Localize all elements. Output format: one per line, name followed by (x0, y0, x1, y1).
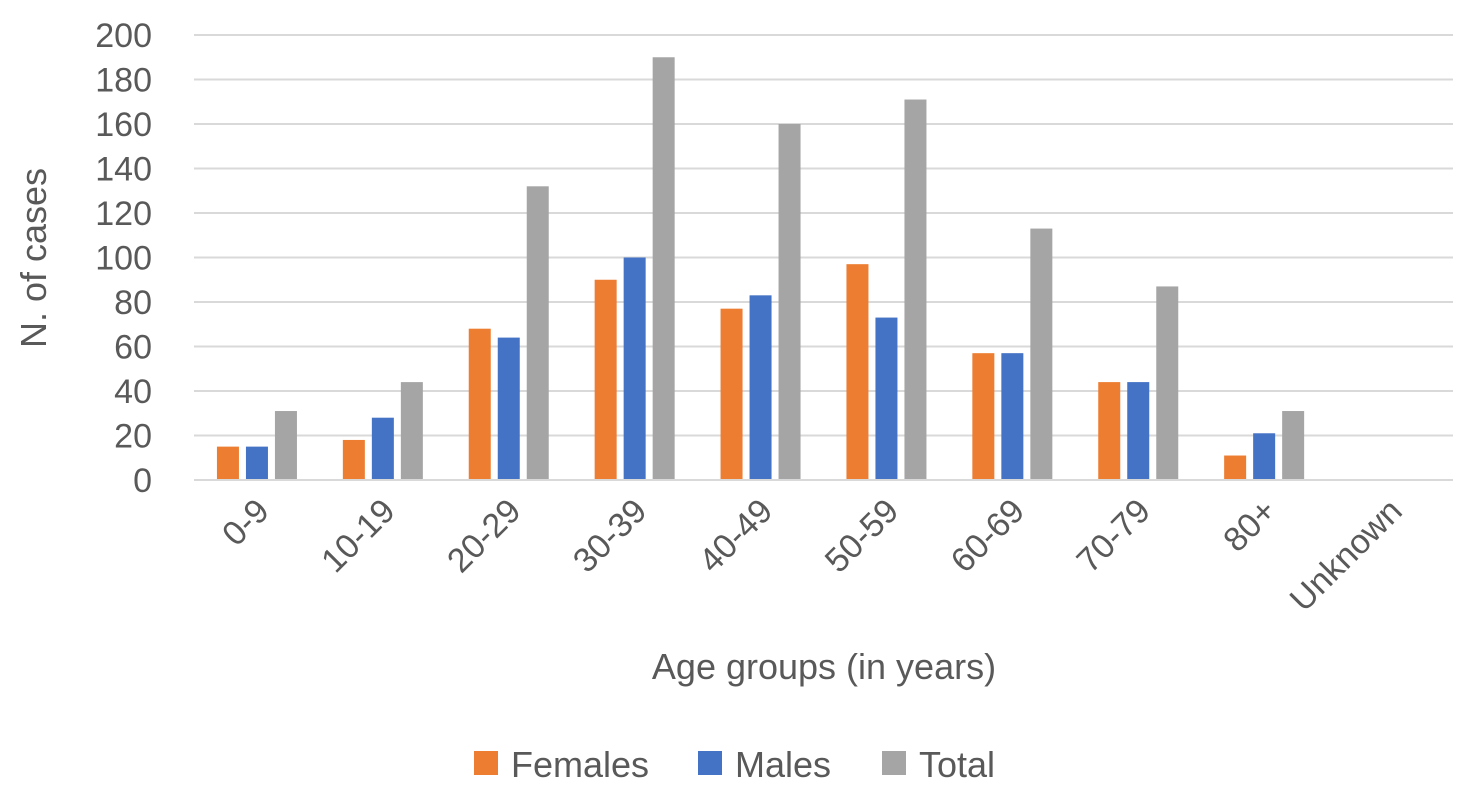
x-tick-label: 50-59 (818, 492, 906, 580)
x-tick-label: 70-79 (1070, 492, 1158, 580)
bar-females (846, 264, 869, 480)
bar-females (720, 308, 743, 480)
bar-males (1253, 433, 1276, 480)
bar-males (623, 257, 646, 480)
y-axis-title: N. of cases (13, 168, 54, 348)
bar-females (468, 328, 491, 480)
bar-females (216, 446, 239, 480)
x-tick-label: 40-49 (692, 492, 780, 580)
legend-label-males: Males (735, 744, 831, 785)
x-tick-label: 80+ (1216, 492, 1284, 560)
legend-swatch-females (474, 751, 498, 775)
legend-swatch-males (698, 751, 722, 775)
bar-males (875, 317, 898, 480)
bar-total (1282, 411, 1305, 480)
x-tick-label: 60-69 (944, 492, 1032, 580)
y-tick-label: 60 (114, 329, 152, 367)
y-axis-ticks: 0 20 40 60 80 100 120 140 160 180 200 (95, 17, 152, 500)
x-tick-label: Unknown (1283, 492, 1410, 619)
bar-males (1001, 353, 1024, 480)
bar-total (904, 99, 927, 481)
y-tick-label: 100 (95, 240, 152, 278)
legend-label-total: Total (919, 744, 995, 785)
bars (194, 57, 1453, 481)
x-tick-label: 20-29 (440, 492, 528, 580)
y-tick-label: 80 (114, 284, 152, 322)
bar-total (778, 124, 801, 480)
y-tick-label: 200 (95, 17, 152, 55)
y-tick-label: 140 (95, 151, 152, 189)
bar-males (749, 295, 772, 480)
bar-total (652, 57, 675, 480)
gridlines (194, 34, 1453, 481)
bar-males (497, 337, 520, 480)
x-tick-label: 0-9 (215, 492, 277, 554)
x-tick-label: 10-19 (314, 492, 402, 580)
bar-females (1224, 455, 1247, 480)
legend: Females Males Total (474, 744, 995, 785)
bar-males (245, 446, 268, 480)
x-axis-title: Age groups (in years) (652, 646, 996, 687)
bar-total (1156, 286, 1179, 480)
x-tick-label: 30-39 (566, 492, 654, 580)
y-tick-label: 160 (95, 106, 152, 144)
y-tick-label: 180 (95, 62, 152, 100)
x-axis-ticks: 0-9 10-19 20-29 30-39 40-49 50-59 60-69 70-79 80… (215, 492, 1410, 619)
bar-total (274, 411, 297, 480)
y-tick-label: 120 (95, 195, 152, 233)
bar-females (594, 279, 617, 480)
bar-females (1098, 382, 1121, 480)
bar-males (1127, 382, 1150, 480)
legend-swatch-total (882, 751, 906, 775)
legend-label-females: Females (511, 744, 649, 785)
y-tick-label: 40 (114, 373, 152, 411)
bar-total (400, 382, 423, 480)
y-tick-label: 20 (114, 418, 152, 456)
bar-males (371, 417, 394, 480)
y-tick-label: 0 (133, 462, 152, 500)
bar-total (1030, 228, 1053, 480)
bar-females (342, 439, 365, 480)
bar-females (972, 353, 995, 480)
bar-total (526, 186, 549, 481)
